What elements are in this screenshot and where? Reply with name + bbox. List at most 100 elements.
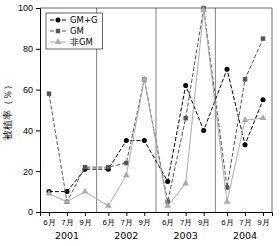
y-axis-line xyxy=(36,9,41,213)
x-tick: 7月 xyxy=(239,212,251,227)
x-tick: 6月 xyxy=(162,212,174,227)
series-marker xyxy=(105,202,112,208)
legend-label: GM xyxy=(70,26,84,36)
year-label: 2003 xyxy=(174,230,198,241)
year-label: 2002 xyxy=(114,230,138,241)
legend-marker xyxy=(55,17,60,22)
x-tick-label: 7月 xyxy=(121,218,133,227)
y-tick-label: 100 xyxy=(18,3,33,13)
series-marker xyxy=(46,190,53,196)
series-marker xyxy=(142,138,147,143)
legend-item: GM xyxy=(50,26,84,36)
y-tick: 80 xyxy=(23,44,40,54)
y-tick: 20 xyxy=(23,167,40,177)
series-marker xyxy=(260,97,265,102)
chart: 0204060801006月7月9月6月7月9月6月7月9月6月7月9月2001… xyxy=(0,0,280,246)
x-tick: 6月 xyxy=(43,212,55,227)
series-marker xyxy=(165,179,170,184)
y-axis: 0 20 40 60 80 100 xyxy=(18,3,41,217)
y-tick-label: 40 xyxy=(23,126,33,136)
series-line xyxy=(49,10,263,206)
y-tick-mark xyxy=(36,90,40,91)
x-tick-mark xyxy=(245,212,246,216)
x-tick: 6月 xyxy=(221,212,233,227)
series-marker xyxy=(224,198,231,204)
x-tick-mark xyxy=(168,212,169,216)
y-tick-mark xyxy=(36,171,40,172)
year-label: 2004 xyxy=(233,230,257,241)
series-marker xyxy=(261,36,265,40)
x-tick-label: 6月 xyxy=(221,218,233,227)
y-axis-title: 被植率（％） xyxy=(2,80,13,140)
y-tick: 40 xyxy=(23,126,40,136)
legend-item: GM+G xyxy=(50,15,98,25)
series-marker xyxy=(183,116,187,120)
x-tick-mark xyxy=(49,212,50,216)
series-marker xyxy=(260,114,267,120)
series-line xyxy=(49,8,263,202)
data xyxy=(46,6,267,208)
x-axis: 6月 7月 9月 6月 7月 9月 6月 7月 9月 6月 7月 9月 xyxy=(41,212,273,227)
x-tick-label: 6月 xyxy=(43,218,55,227)
x-tick: 7月 xyxy=(61,212,73,227)
x-tick-label: 7月 xyxy=(180,218,192,227)
legend: GM+GGM非GM xyxy=(46,13,103,49)
series-marker xyxy=(124,138,129,143)
x-tick: 9月 xyxy=(79,212,91,227)
series-marker xyxy=(242,116,249,122)
x-tick-mark xyxy=(108,212,109,216)
frame xyxy=(272,8,273,212)
series-marker xyxy=(200,6,207,12)
y-tick-label: 60 xyxy=(23,85,33,95)
series-marker xyxy=(225,67,230,72)
legend-marker xyxy=(56,29,60,33)
legend-label: GM+G xyxy=(70,15,98,25)
x-tick-mark xyxy=(126,212,127,216)
x-tick-label: 9月 xyxy=(257,218,269,227)
year-label: 2001 xyxy=(55,230,79,241)
plot: 0204060801006月7月9月6月7月9月6月7月9月6月7月9月2001… xyxy=(18,3,273,241)
series-marker xyxy=(164,202,171,208)
x-tick-label: 9月 xyxy=(198,218,210,227)
y-tick-label: 0 xyxy=(28,207,33,217)
y-tick: 100 xyxy=(18,3,40,13)
x-tick-label: 6月 xyxy=(162,218,174,227)
series-marker xyxy=(201,128,206,133)
y-tick-mark xyxy=(36,212,40,213)
series-marker xyxy=(141,75,148,81)
x-tick: 6月 xyxy=(103,212,115,227)
x-tick-mark xyxy=(204,212,205,216)
series-marker xyxy=(83,165,87,169)
x-tick: 7月 xyxy=(180,212,192,227)
x-tick: 7月 xyxy=(121,212,133,227)
series-marker xyxy=(47,91,51,95)
x-tick: 9月 xyxy=(198,212,210,227)
legend-item: 非GM xyxy=(50,37,93,47)
y-tick-mark xyxy=(36,8,40,9)
series-marker xyxy=(183,83,188,88)
series-marker xyxy=(243,77,247,81)
y-tick: 60 xyxy=(23,85,40,95)
x-tick: 9月 xyxy=(257,212,269,227)
y-tick-label: 20 xyxy=(23,167,33,177)
series-marker xyxy=(64,198,71,204)
series-marker xyxy=(243,142,248,147)
x-tick-label: 9月 xyxy=(79,218,91,227)
x-tick: 9月 xyxy=(139,212,151,227)
x-tick-mark xyxy=(67,212,68,216)
series-marker xyxy=(182,180,189,186)
x-tick-mark xyxy=(85,212,86,216)
series-line xyxy=(49,69,263,191)
x-tick-label: 6月 xyxy=(103,218,115,227)
legend-box xyxy=(46,13,103,49)
x-tick-label: 9月 xyxy=(139,218,151,227)
x-tick-mark xyxy=(263,212,264,216)
series-marker xyxy=(106,165,110,169)
y-tick-label: 80 xyxy=(23,44,33,54)
x-axis-line xyxy=(41,213,273,217)
series-marker xyxy=(82,188,89,194)
group-separator xyxy=(156,8,157,212)
x-tick-label: 7月 xyxy=(239,218,251,227)
y-tick-mark xyxy=(36,130,40,131)
series-marker xyxy=(123,171,130,177)
